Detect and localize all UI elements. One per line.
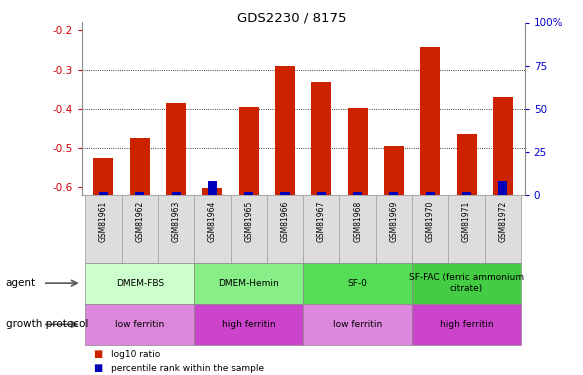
Text: GSM81966: GSM81966 [280,200,290,242]
Bar [122,195,158,262]
Text: SF-FAC (ferric ammonium
citrate): SF-FAC (ferric ammonium citrate) [409,273,524,293]
Text: ■: ■ [93,350,103,359]
Bar [202,188,222,195]
Text: log10 ratio: log10 ratio [111,350,160,359]
Text: DMEM-FBS: DMEM-FBS [115,279,164,288]
Bar [412,304,521,345]
Text: GSM81964: GSM81964 [208,200,217,242]
Bar [208,181,217,195]
Bar [303,304,412,345]
Bar [85,304,194,345]
Text: GSM81965: GSM81965 [244,200,253,242]
Bar [280,192,290,195]
Bar [303,195,339,262]
Text: percentile rank within the sample: percentile rank within the sample [111,364,264,373]
Bar [130,138,150,195]
Bar [498,181,507,195]
Bar [347,108,368,195]
Bar [194,195,230,262]
Bar [244,192,253,195]
Text: GSM81962: GSM81962 [135,200,144,242]
Bar [158,195,194,262]
Bar [194,304,303,345]
Bar [99,192,108,195]
Text: high ferritin: high ferritin [440,320,493,329]
Bar [238,107,259,195]
Bar [85,262,194,304]
Bar [353,192,362,195]
Bar [412,262,521,304]
Bar [376,195,412,262]
Bar [339,195,376,262]
Text: GSM81972: GSM81972 [498,200,507,242]
Text: low ferritin: low ferritin [333,320,382,329]
Text: agent: agent [6,278,36,288]
Text: SF-0: SF-0 [347,279,367,288]
Bar [484,195,521,262]
Text: GSM81971: GSM81971 [462,200,471,242]
Text: GSM81969: GSM81969 [389,200,398,242]
Text: GSM81963: GSM81963 [171,200,181,242]
Bar [93,158,114,195]
Bar [412,195,448,262]
Text: GDS2230 / 8175: GDS2230 / 8175 [237,11,346,24]
Text: GSM81961: GSM81961 [99,200,108,242]
Bar [275,66,295,195]
Bar [166,103,186,195]
Text: GSM81967: GSM81967 [317,200,326,242]
Bar [311,82,331,195]
Bar [456,134,476,195]
Bar [420,47,440,195]
Text: high ferritin: high ferritin [222,320,276,329]
Bar [493,97,513,195]
Bar [384,146,404,195]
Text: GSM81970: GSM81970 [426,200,435,242]
Bar [171,192,181,195]
Bar [135,192,144,195]
Text: GSM81968: GSM81968 [353,200,362,242]
Text: low ferritin: low ferritin [115,320,164,329]
Bar [389,192,399,195]
Bar [448,195,484,262]
Bar [85,195,122,262]
Bar [462,192,471,195]
Bar [194,262,303,304]
Text: ■: ■ [93,363,103,373]
Bar [303,262,412,304]
Text: DMEM-Hemin: DMEM-Hemin [218,279,279,288]
Bar [267,195,303,262]
Bar [426,192,435,195]
Bar [230,195,267,262]
Bar [317,192,326,195]
Text: growth protocol: growth protocol [6,320,88,329]
